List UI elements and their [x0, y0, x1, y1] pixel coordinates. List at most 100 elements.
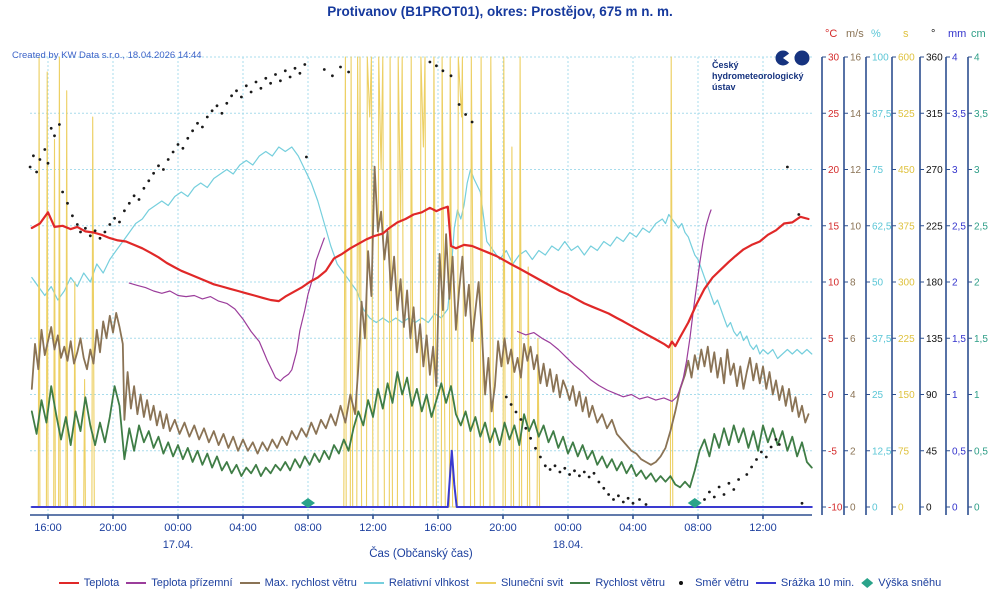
wind-direction-dot	[283, 69, 287, 73]
y-tick-label: 16	[850, 53, 862, 64]
y-tick-label: 450	[898, 165, 915, 176]
x-date-label: 17.04.	[163, 539, 194, 551]
wind-direction-dot	[777, 443, 781, 446]
x-axis-title: Čas (Občanský čas)	[369, 548, 473, 560]
wind-direction-dot	[79, 230, 82, 234]
wind-direction-dot	[732, 488, 736, 491]
wind-direction-dot	[703, 498, 706, 501]
y-tick-label: 87,5	[872, 109, 892, 120]
logo-line-2: hydrometeorologický	[712, 71, 804, 81]
wind-direction-dot	[66, 201, 69, 205]
wind-direction-dot	[764, 455, 768, 459]
wind-direction-dot	[745, 473, 749, 476]
wind-direction-dot	[303, 63, 307, 66]
y-tick-label: 525	[898, 109, 915, 120]
y-tick-label: 75	[898, 446, 910, 457]
wind-direction-dot	[181, 146, 185, 150]
wind-direction-dot	[127, 201, 131, 205]
x-tick-label: 12:00	[359, 522, 387, 534]
y-tick-label: 1	[952, 390, 958, 401]
y-tick-label: 12	[850, 165, 862, 176]
y-tick-label: -10	[828, 503, 843, 514]
wind-direction-dot	[607, 493, 610, 496]
x-tick-label: 00:00	[554, 522, 582, 534]
y-tick-label: 2	[850, 446, 856, 457]
y-tick-label: 0	[828, 390, 834, 401]
wind-direction-dot	[240, 95, 243, 99]
wind-direction-dot	[171, 150, 175, 154]
y-tick-label: 225	[926, 221, 943, 232]
y-tick-label: 180	[926, 278, 943, 289]
y-axis-unit-mm: mm	[948, 28, 966, 40]
legend-label: Rychlost větru	[595, 577, 666, 589]
chart-legend: Teplota Teplota přízemní Max. rychlost vět…	[0, 577, 1000, 589]
wind-direction-dot	[331, 74, 334, 78]
legend-item-5: Rychlost větru	[570, 577, 665, 589]
series-sr-ka-10-min-	[30, 449, 813, 508]
x-tick-label: 08:00	[684, 522, 712, 534]
wind-direction-dot	[592, 471, 596, 475]
y-tick-label: 3	[974, 165, 980, 176]
y-tick-label: 0	[952, 503, 958, 514]
wind-direction-dot	[786, 165, 789, 169]
wind-direction-dot	[84, 226, 87, 230]
y-tick-label: 270	[926, 165, 943, 176]
wind-direction-dot	[737, 478, 740, 481]
y-tick-label: 0	[898, 503, 904, 514]
wind-direction-dot	[264, 76, 268, 80]
y-tick-label: 10	[828, 278, 840, 289]
wind-direction-dot	[597, 480, 601, 484]
wind-direction-dot	[573, 469, 576, 473]
wind-direction-dot	[449, 74, 453, 78]
y-tick-label: 30	[828, 53, 840, 64]
y-tick-label: 0,5	[952, 446, 966, 457]
series-relativn-vlhkost	[31, 146, 813, 360]
y-axis-unit--c: °C	[825, 28, 837, 40]
series-slune-n-svit	[31, 56, 813, 508]
legend-swatch-line	[755, 581, 776, 585]
y-tick-label: 6	[850, 334, 856, 345]
wind-direction-dot	[210, 109, 214, 113]
legend-item-6: Směr větru	[672, 577, 749, 589]
wind-direction-dot	[514, 410, 518, 414]
x-tick-label: 16:00	[424, 522, 452, 534]
y-tick-label: 1,5	[974, 334, 988, 345]
y-tick-label: 600	[898, 53, 915, 64]
wind-direction-dot	[123, 209, 126, 213]
logo-line-3: ústav	[712, 82, 736, 92]
legend-label: Teplota přízemní	[151, 577, 233, 589]
legend-swatch-line	[239, 581, 260, 585]
wind-direction-dot	[162, 168, 165, 171]
wind-direction-dot	[712, 495, 716, 499]
wind-direction-dot	[638, 498, 641, 501]
legend-item-0: Teplota	[58, 577, 119, 589]
wind-direction-dot	[269, 81, 272, 85]
wind-direction-dot	[142, 186, 146, 190]
logo-line-1: Český	[712, 60, 739, 70]
x-tick-label: 16:00	[34, 522, 62, 534]
x-tick-label: 04:00	[619, 522, 647, 534]
wind-direction-dot	[587, 475, 591, 479]
wind-direction-dot	[727, 481, 731, 485]
y-tick-label: 37,5	[872, 334, 892, 345]
wind-direction-dot	[558, 470, 562, 474]
legend-label: Výška sněhu	[878, 577, 942, 589]
wind-direction-dot	[220, 111, 224, 115]
y-tick-label: 0	[850, 503, 856, 514]
legend-item-7: Srážka 10 min.	[755, 577, 854, 589]
wind-direction-dot	[215, 104, 219, 108]
chmu-logo-icon	[775, 50, 810, 66]
y-tick-label: 375	[898, 221, 915, 232]
y-tick-label: 300	[898, 278, 915, 289]
legend-label: Max. rychlost větru	[264, 577, 357, 589]
watermark-created-by: Created by KW Data s.r.o., 18.04.2026 14…	[12, 50, 202, 61]
y-tick-label: 315	[926, 109, 943, 120]
wind-direction-dot	[750, 465, 753, 469]
y-tick-label: 0	[872, 503, 878, 514]
x-tick-label: 04:00	[229, 522, 257, 534]
x-tick-label: 20:00	[489, 522, 517, 534]
wind-direction-dot	[46, 161, 50, 165]
legend-swatch-dot	[679, 581, 684, 585]
wind-direction-dot	[293, 66, 297, 70]
